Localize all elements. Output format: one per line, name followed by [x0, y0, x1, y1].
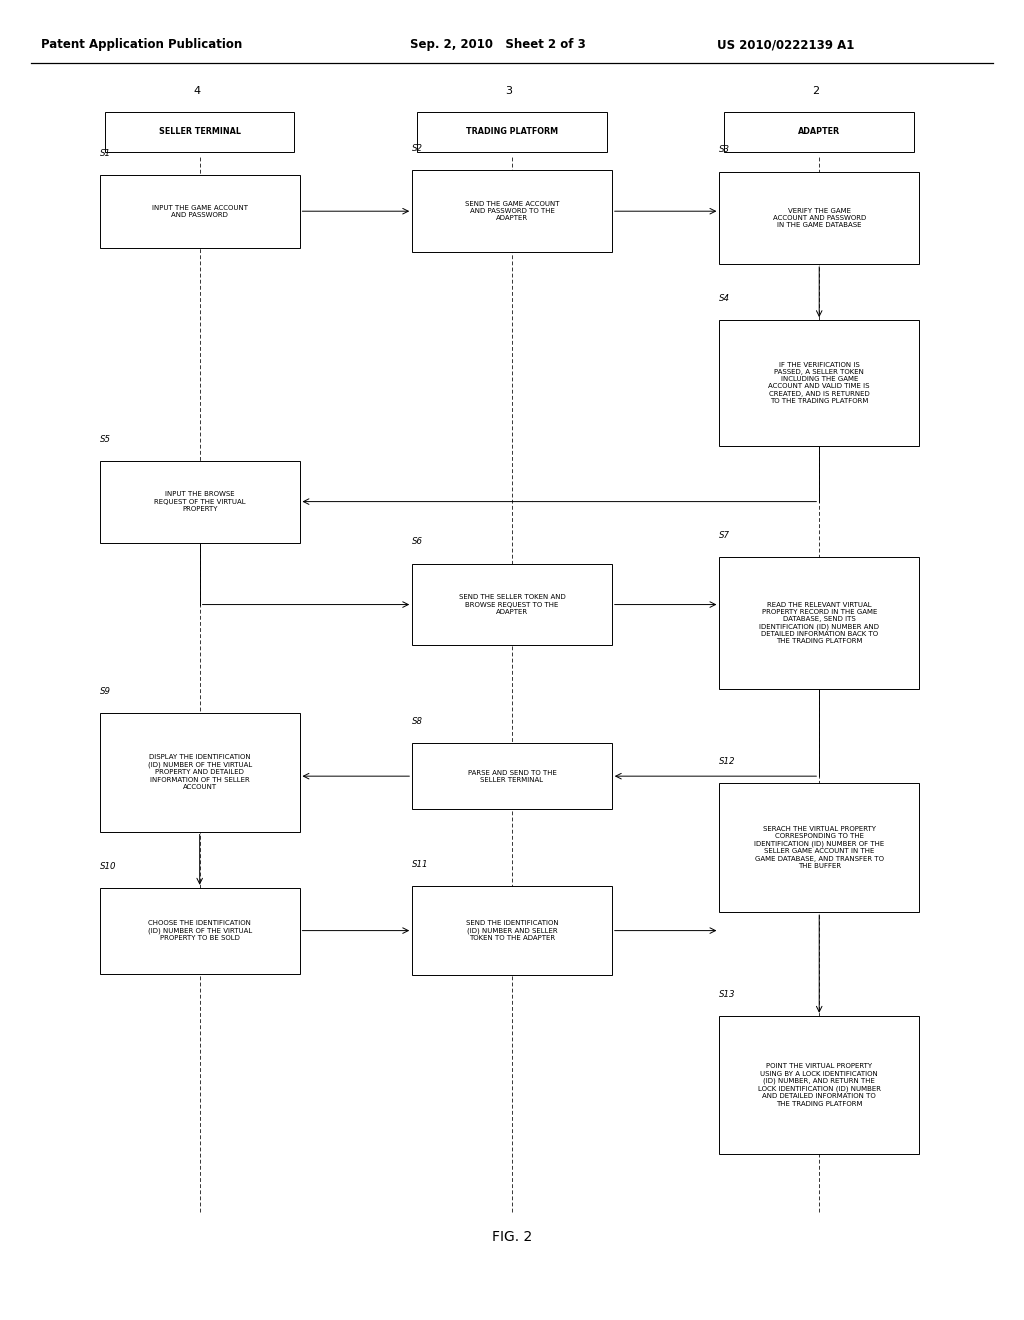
Text: SERACH THE VIRTUAL PROPERTY
CORRESPONDING TO THE
IDENTIFICATION (ID) NUMBER OF T: SERACH THE VIRTUAL PROPERTY CORRESPONDIN…	[754, 826, 885, 869]
Text: CHOOSE THE IDENTIFICATION
(ID) NUMBER OF THE VIRTUAL
PROPERTY TO BE SOLD: CHOOSE THE IDENTIFICATION (ID) NUMBER OF…	[147, 920, 252, 941]
Text: S3: S3	[719, 145, 730, 154]
Text: TRADING PLATFORM: TRADING PLATFORM	[466, 128, 558, 136]
Text: S11: S11	[412, 859, 429, 869]
Text: 2: 2	[813, 86, 819, 96]
Text: ADAPTER: ADAPTER	[798, 128, 841, 136]
FancyBboxPatch shape	[100, 713, 299, 832]
Text: INPUT THE GAME ACCOUNT
AND PASSWORD: INPUT THE GAME ACCOUNT AND PASSWORD	[152, 205, 248, 218]
FancyBboxPatch shape	[719, 321, 920, 446]
Text: S12: S12	[719, 756, 736, 766]
FancyBboxPatch shape	[719, 557, 920, 689]
Text: READ THE RELEVANT VIRTUAL
PROPERTY RECORD IN THE GAME
DATABASE, SEND ITS
IDENTIF: READ THE RELEVANT VIRTUAL PROPERTY RECOR…	[759, 602, 880, 644]
Text: S8: S8	[412, 717, 423, 726]
Text: S1: S1	[100, 149, 111, 158]
Text: FIG. 2: FIG. 2	[492, 1230, 532, 1243]
Text: S13: S13	[719, 990, 736, 998]
FancyBboxPatch shape	[719, 1016, 920, 1154]
Bar	[105, 112, 295, 152]
Text: INPUT THE BROWSE
REQUEST OF THE VIRTUAL
PROPERTY: INPUT THE BROWSE REQUEST OF THE VIRTUAL …	[154, 491, 246, 512]
Text: SEND THE IDENTIFICATION
(ID) NUMBER AND SELLER
TOKEN TO THE ADAPTER: SEND THE IDENTIFICATION (ID) NUMBER AND …	[466, 920, 558, 941]
Text: SEND THE SELLER TOKEN AND
BROWSE REQUEST TO THE
ADAPTER: SEND THE SELLER TOKEN AND BROWSE REQUEST…	[459, 594, 565, 615]
Text: SELLER TERMINAL: SELLER TERMINAL	[159, 128, 241, 136]
Text: POINT THE VIRTUAL PROPERTY
USING BY A LOCK IDENTIFICATION
(ID) NUMBER, AND RETUR: POINT THE VIRTUAL PROPERTY USING BY A LO…	[758, 1064, 881, 1106]
Text: IF THE VERIFICATION IS
PASSED, A SELLER TOKEN
INCLUDING THE GAME
ACCOUNT AND VAL: IF THE VERIFICATION IS PASSED, A SELLER …	[768, 362, 870, 404]
Text: S2: S2	[412, 144, 423, 153]
Text: S6: S6	[412, 537, 423, 546]
Text: S5: S5	[100, 434, 111, 444]
FancyBboxPatch shape	[412, 170, 611, 252]
FancyBboxPatch shape	[100, 888, 299, 974]
Text: S4: S4	[719, 294, 730, 304]
Bar	[725, 112, 914, 152]
Text: Patent Application Publication: Patent Application Publication	[41, 38, 243, 51]
FancyBboxPatch shape	[100, 461, 299, 543]
Text: 3: 3	[506, 86, 512, 96]
Text: SEND THE GAME ACCOUNT
AND PASSWORD TO THE
ADAPTER: SEND THE GAME ACCOUNT AND PASSWORD TO TH…	[465, 201, 559, 222]
Text: PARSE AND SEND TO THE
SELLER TERMINAL: PARSE AND SEND TO THE SELLER TERMINAL	[468, 770, 556, 783]
Text: VERIFY THE GAME
ACCOUNT AND PASSWORD
IN THE GAME DATABASE: VERIFY THE GAME ACCOUNT AND PASSWORD IN …	[772, 207, 866, 228]
Text: Sep. 2, 2010   Sheet 2 of 3: Sep. 2, 2010 Sheet 2 of 3	[410, 38, 586, 51]
FancyBboxPatch shape	[719, 783, 920, 912]
Text: S10: S10	[100, 862, 117, 871]
FancyBboxPatch shape	[412, 886, 611, 975]
Text: S7: S7	[719, 531, 730, 540]
Text: US 2010/0222139 A1: US 2010/0222139 A1	[717, 38, 854, 51]
Bar	[418, 112, 606, 152]
FancyBboxPatch shape	[100, 174, 299, 248]
FancyBboxPatch shape	[719, 172, 920, 264]
FancyBboxPatch shape	[412, 564, 611, 645]
Text: 4: 4	[194, 86, 200, 96]
FancyBboxPatch shape	[412, 743, 611, 809]
Text: S9: S9	[100, 686, 111, 696]
Text: DISPLAY THE IDENTIFICATION
(ID) NUMBER OF THE VIRTUAL
PROPERTY AND DETAILED
INFO: DISPLAY THE IDENTIFICATION (ID) NUMBER O…	[147, 755, 252, 789]
